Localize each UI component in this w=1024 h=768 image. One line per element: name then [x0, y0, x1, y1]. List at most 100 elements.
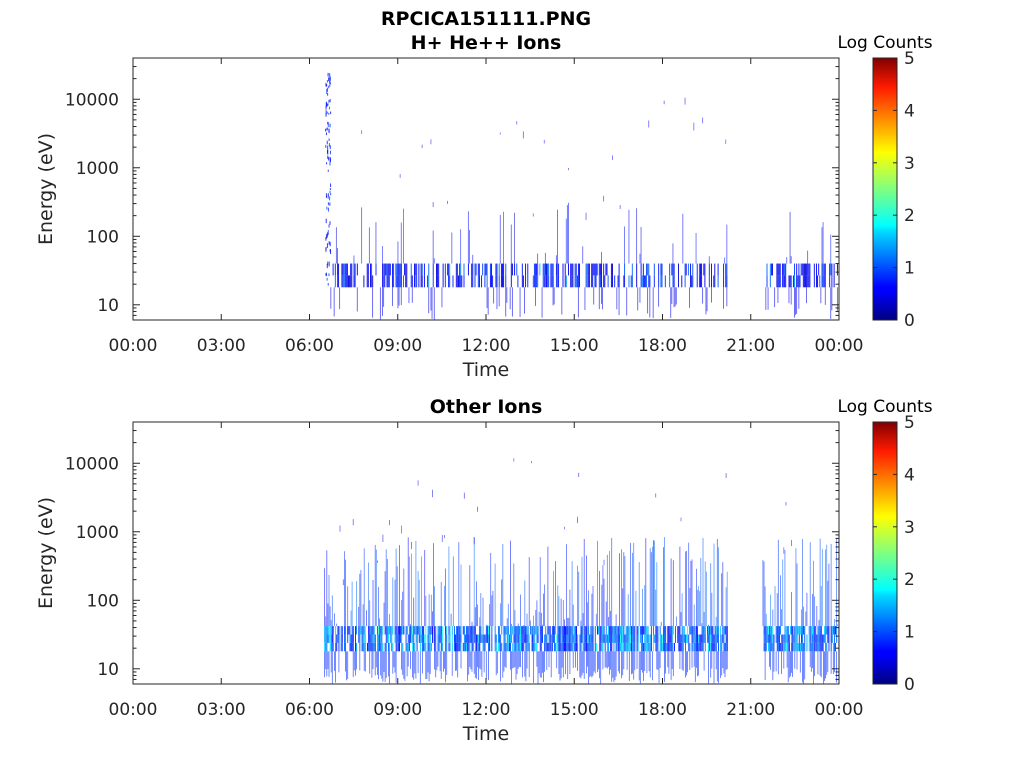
spectrogram-cell	[782, 634, 784, 643]
spectrogram-cell	[672, 642, 674, 652]
spectrogram-cell	[784, 634, 786, 643]
spectrogram-cell	[716, 539, 718, 627]
spectrogram-cell	[785, 275, 787, 288]
spectrogram-cell	[328, 574, 330, 627]
spectrogram-cell	[368, 227, 370, 264]
spectrogram-cell	[712, 642, 714, 652]
spectrogram-cell	[709, 626, 711, 635]
spectrogram-cell	[588, 651, 590, 684]
spectrogram-cell	[814, 596, 816, 627]
spectrogram-cell	[418, 579, 420, 627]
spectrogram-cell	[806, 287, 807, 304]
spectrogram-cell	[425, 642, 427, 652]
spectrogram-cell	[648, 651, 650, 672]
spectrogram-cell	[366, 263, 368, 276]
spectrogram-cell	[382, 534, 384, 543]
spectrogram-cell	[550, 642, 552, 652]
spectrogram-cell	[643, 651, 645, 681]
spectrogram-cell	[355, 642, 356, 652]
spectrogram-cell	[702, 117, 704, 124]
spectrogram-cell	[477, 275, 479, 288]
spectrogram-cell	[458, 626, 460, 635]
spectrogram-cell	[590, 651, 592, 677]
spectrogram-cell	[483, 634, 485, 643]
spectrogram-cell	[631, 651, 632, 675]
spectrogram-cell	[586, 555, 587, 627]
spectrogram-cell	[491, 626, 493, 635]
spectrogram-cell	[363, 642, 365, 652]
spectrogram-cell	[726, 651, 728, 670]
spectrogram-cell	[374, 634, 376, 643]
y-tick-label: 10000	[65, 454, 119, 474]
spectrogram-cell	[830, 634, 832, 643]
spectrogram-cell	[602, 634, 604, 643]
x-tick-label: 00:00	[815, 336, 864, 356]
spectrogram-cell	[658, 263, 660, 276]
spectrogram-cell	[362, 642, 364, 652]
spectrogram-cell	[345, 275, 347, 288]
spectrogram-cell	[411, 626, 413, 635]
spectrogram-cell	[831, 634, 833, 643]
spectrogram-cell	[415, 275, 417, 288]
spectrogram-cell	[326, 162, 328, 165]
spectrogram-cell	[327, 603, 329, 627]
spectrogram-cell	[726, 275, 728, 288]
spectrogram-cell	[770, 594, 772, 627]
spectrogram-cell	[544, 275, 546, 288]
spectrogram-cell	[661, 634, 663, 643]
spectrogram-cell	[796, 642, 798, 652]
spectrogram-cell	[633, 642, 635, 652]
spectrogram-cell	[329, 82, 331, 85]
spectrogram-cell	[521, 626, 523, 635]
spectrogram-cell	[791, 539, 792, 547]
spectrogram-cell	[444, 275, 446, 288]
spectrogram-cell	[648, 275, 650, 288]
spectrogram-cell	[781, 642, 783, 652]
spectrogram-cell	[596, 263, 598, 276]
spectrogram-cell	[415, 651, 417, 679]
spectrogram-cell	[536, 634, 538, 643]
spectrogram-cell	[506, 626, 508, 635]
spectrogram-cell	[356, 287, 358, 312]
spectrogram-cell	[665, 642, 667, 652]
spectrogram-cell	[539, 642, 541, 652]
spectrogram-cell	[441, 287, 443, 308]
spectrogram-cell	[656, 626, 658, 635]
spectrogram-cell	[379, 634, 381, 643]
y-tick-label: 10	[97, 296, 119, 316]
spectrogram-cell	[329, 190, 331, 194]
spectrogram-cell	[617, 626, 619, 635]
spectrogram-cell	[804, 642, 806, 652]
spectrogram-cell	[771, 634, 773, 643]
spectrogram-cell	[820, 651, 822, 678]
spectrogram-cell	[463, 492, 465, 499]
spectrogram-cell	[354, 275, 356, 288]
y-tick-label: 100	[87, 591, 119, 611]
spectrogram-cell	[512, 642, 514, 652]
spectrogram-cell	[380, 651, 382, 676]
spectrogram-cell	[397, 626, 399, 635]
spectrogram-cell	[430, 626, 432, 635]
spectrogram-cell	[506, 642, 508, 652]
spectrogram-cell	[412, 642, 414, 652]
spectrogram-cell	[455, 642, 457, 652]
spectrogram-cell	[421, 275, 423, 288]
spectrogram-cell	[496, 263, 498, 276]
spectrogram-cell	[660, 634, 662, 643]
spectrogram-cell	[802, 263, 804, 276]
spectrogram-cell	[378, 586, 379, 627]
spectrogram-cell	[564, 526, 565, 530]
spectrogram-cell	[350, 263, 352, 276]
spectrogram-cell	[339, 287, 341, 310]
spectrogram-cell	[818, 619, 820, 627]
spectrogram-cell	[415, 263, 417, 276]
spectrogram-cell	[499, 634, 501, 643]
spectrogram-cell	[777, 651, 779, 675]
spectrogram-cell	[405, 275, 407, 288]
spectrogram-cell	[624, 275, 626, 288]
spectrogram-cell	[803, 626, 805, 635]
spectrogram-cell	[540, 612, 542, 627]
spectrogram-cell	[562, 651, 564, 678]
spectrogram-cell	[627, 626, 629, 635]
spectrogram-cell	[593, 287, 595, 305]
